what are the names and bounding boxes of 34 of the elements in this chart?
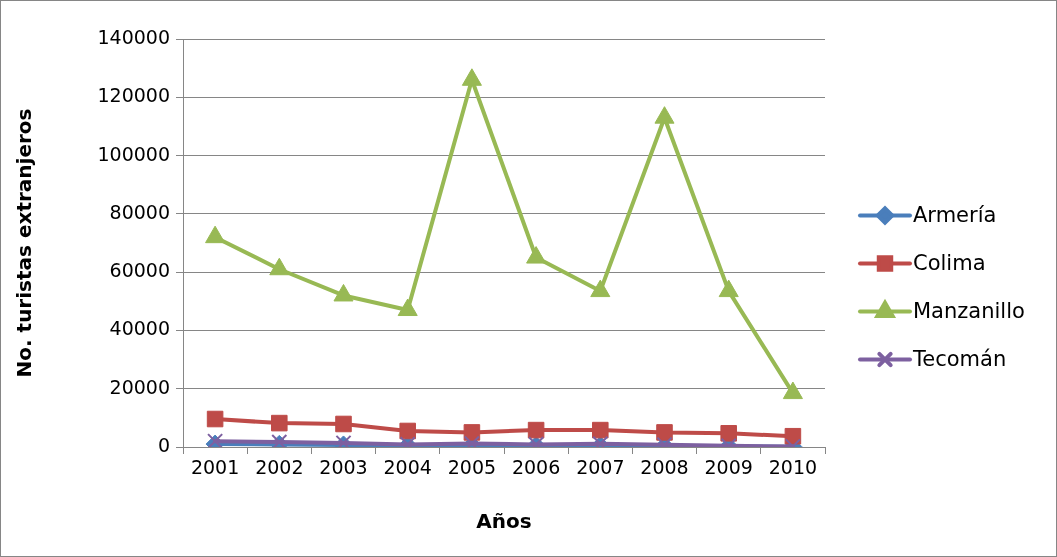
y-tick-label: 40000 (109, 317, 170, 340)
x-tick-label: 2009 (704, 456, 753, 479)
x-tick-label: 2002 (255, 456, 304, 479)
legend-label: Manzanillo (913, 298, 1025, 323)
legend-label: Colima (913, 250, 986, 275)
x-tick-label: 2006 (511, 456, 561, 479)
x-tick-label: 2005 (447, 456, 497, 479)
x-axis-title: Años (476, 509, 532, 534)
x-tick-label: 2004 (383, 456, 432, 479)
point (269, 257, 290, 276)
x-tick-label: 2008 (640, 456, 689, 479)
point (782, 381, 803, 400)
x-tick-label: 2003 (319, 456, 368, 479)
y-tick-label: 100000 (97, 142, 170, 165)
y-tick-label: 120000 (97, 84, 170, 107)
y-tick-label: 80000 (109, 200, 170, 223)
y-axis-title: No. turistas extranjeros (12, 108, 37, 378)
point (590, 279, 611, 298)
point (526, 246, 547, 264)
point (205, 225, 226, 244)
point (333, 283, 354, 302)
y-tick-label: 0 (157, 433, 170, 456)
legend-label: Tecomán (912, 346, 1007, 371)
legend-label: Armería (913, 202, 997, 227)
point (654, 106, 675, 124)
point (397, 298, 418, 317)
y-tick-label: 60000 (109, 259, 170, 282)
point (718, 279, 739, 298)
y-tick-label: 20000 (109, 375, 170, 398)
x-tick-label: 2007 (576, 456, 625, 479)
y-tick-label: 140000 (97, 25, 170, 48)
x-tick-label: 2010 (768, 456, 818, 479)
x-tick-label: 2001 (190, 456, 240, 479)
point (461, 68, 482, 86)
